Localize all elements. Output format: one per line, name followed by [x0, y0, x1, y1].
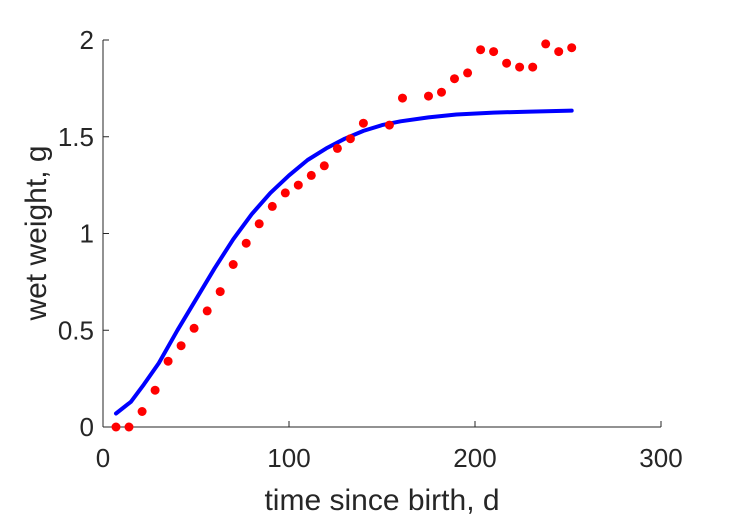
data-point: [150, 385, 160, 395]
data-point: [476, 45, 486, 55]
data-point: [111, 422, 121, 432]
data-point: [502, 58, 512, 68]
y-tick-label: 0.5: [58, 315, 94, 345]
model-fit-series: [114, 108, 574, 416]
data-point: [163, 356, 173, 366]
x-tick-label: 200: [453, 443, 496, 473]
data-point: [450, 74, 459, 84]
x-tick-label: 300: [639, 443, 682, 473]
x-tick-label: 100: [267, 443, 310, 473]
x-ticks: 0 100 200 300: [96, 421, 683, 473]
x-axis-label: time since birth, d: [264, 484, 499, 517]
data-point: [515, 62, 525, 72]
data-point: [124, 422, 134, 432]
y-tick-label: 2: [80, 25, 94, 55]
x-tick-label: 0: [96, 443, 110, 473]
data-point: [437, 87, 446, 97]
data-point: [319, 161, 329, 171]
y-axis-label: wet weight, g: [20, 145, 53, 321]
data-point: [541, 39, 551, 49]
data-point: [189, 323, 199, 333]
data-point: [202, 306, 212, 316]
y-ticks: 0 0.5 1 1.5 2: [58, 25, 109, 442]
y-tick-label: 1.5: [58, 122, 94, 152]
data-point: [358, 118, 368, 128]
data-point: [215, 287, 225, 297]
data-point: [241, 238, 251, 248]
model-fit-line: [114, 108, 574, 416]
data-point: [306, 170, 316, 180]
data-point: [424, 91, 433, 101]
data-point: [280, 188, 290, 198]
data-point: [176, 341, 186, 351]
data-point: [267, 201, 277, 211]
data-point: [528, 62, 538, 72]
data-point: [463, 68, 473, 78]
data-point: [254, 219, 264, 229]
data-point: [398, 93, 407, 103]
data-points-series: [111, 39, 577, 432]
data-point: [345, 134, 355, 144]
y-tick-label: 1: [80, 219, 94, 249]
data-point: [137, 407, 147, 416]
axes: [102, 40, 661, 428]
y-tick-label: 0: [80, 412, 94, 442]
data-point: [293, 180, 303, 190]
data-point: [332, 143, 342, 153]
data-point: [384, 120, 394, 130]
data-point: [554, 47, 564, 57]
data-point: [567, 43, 577, 53]
data-point: [489, 47, 499, 57]
data-point: [228, 260, 238, 269]
